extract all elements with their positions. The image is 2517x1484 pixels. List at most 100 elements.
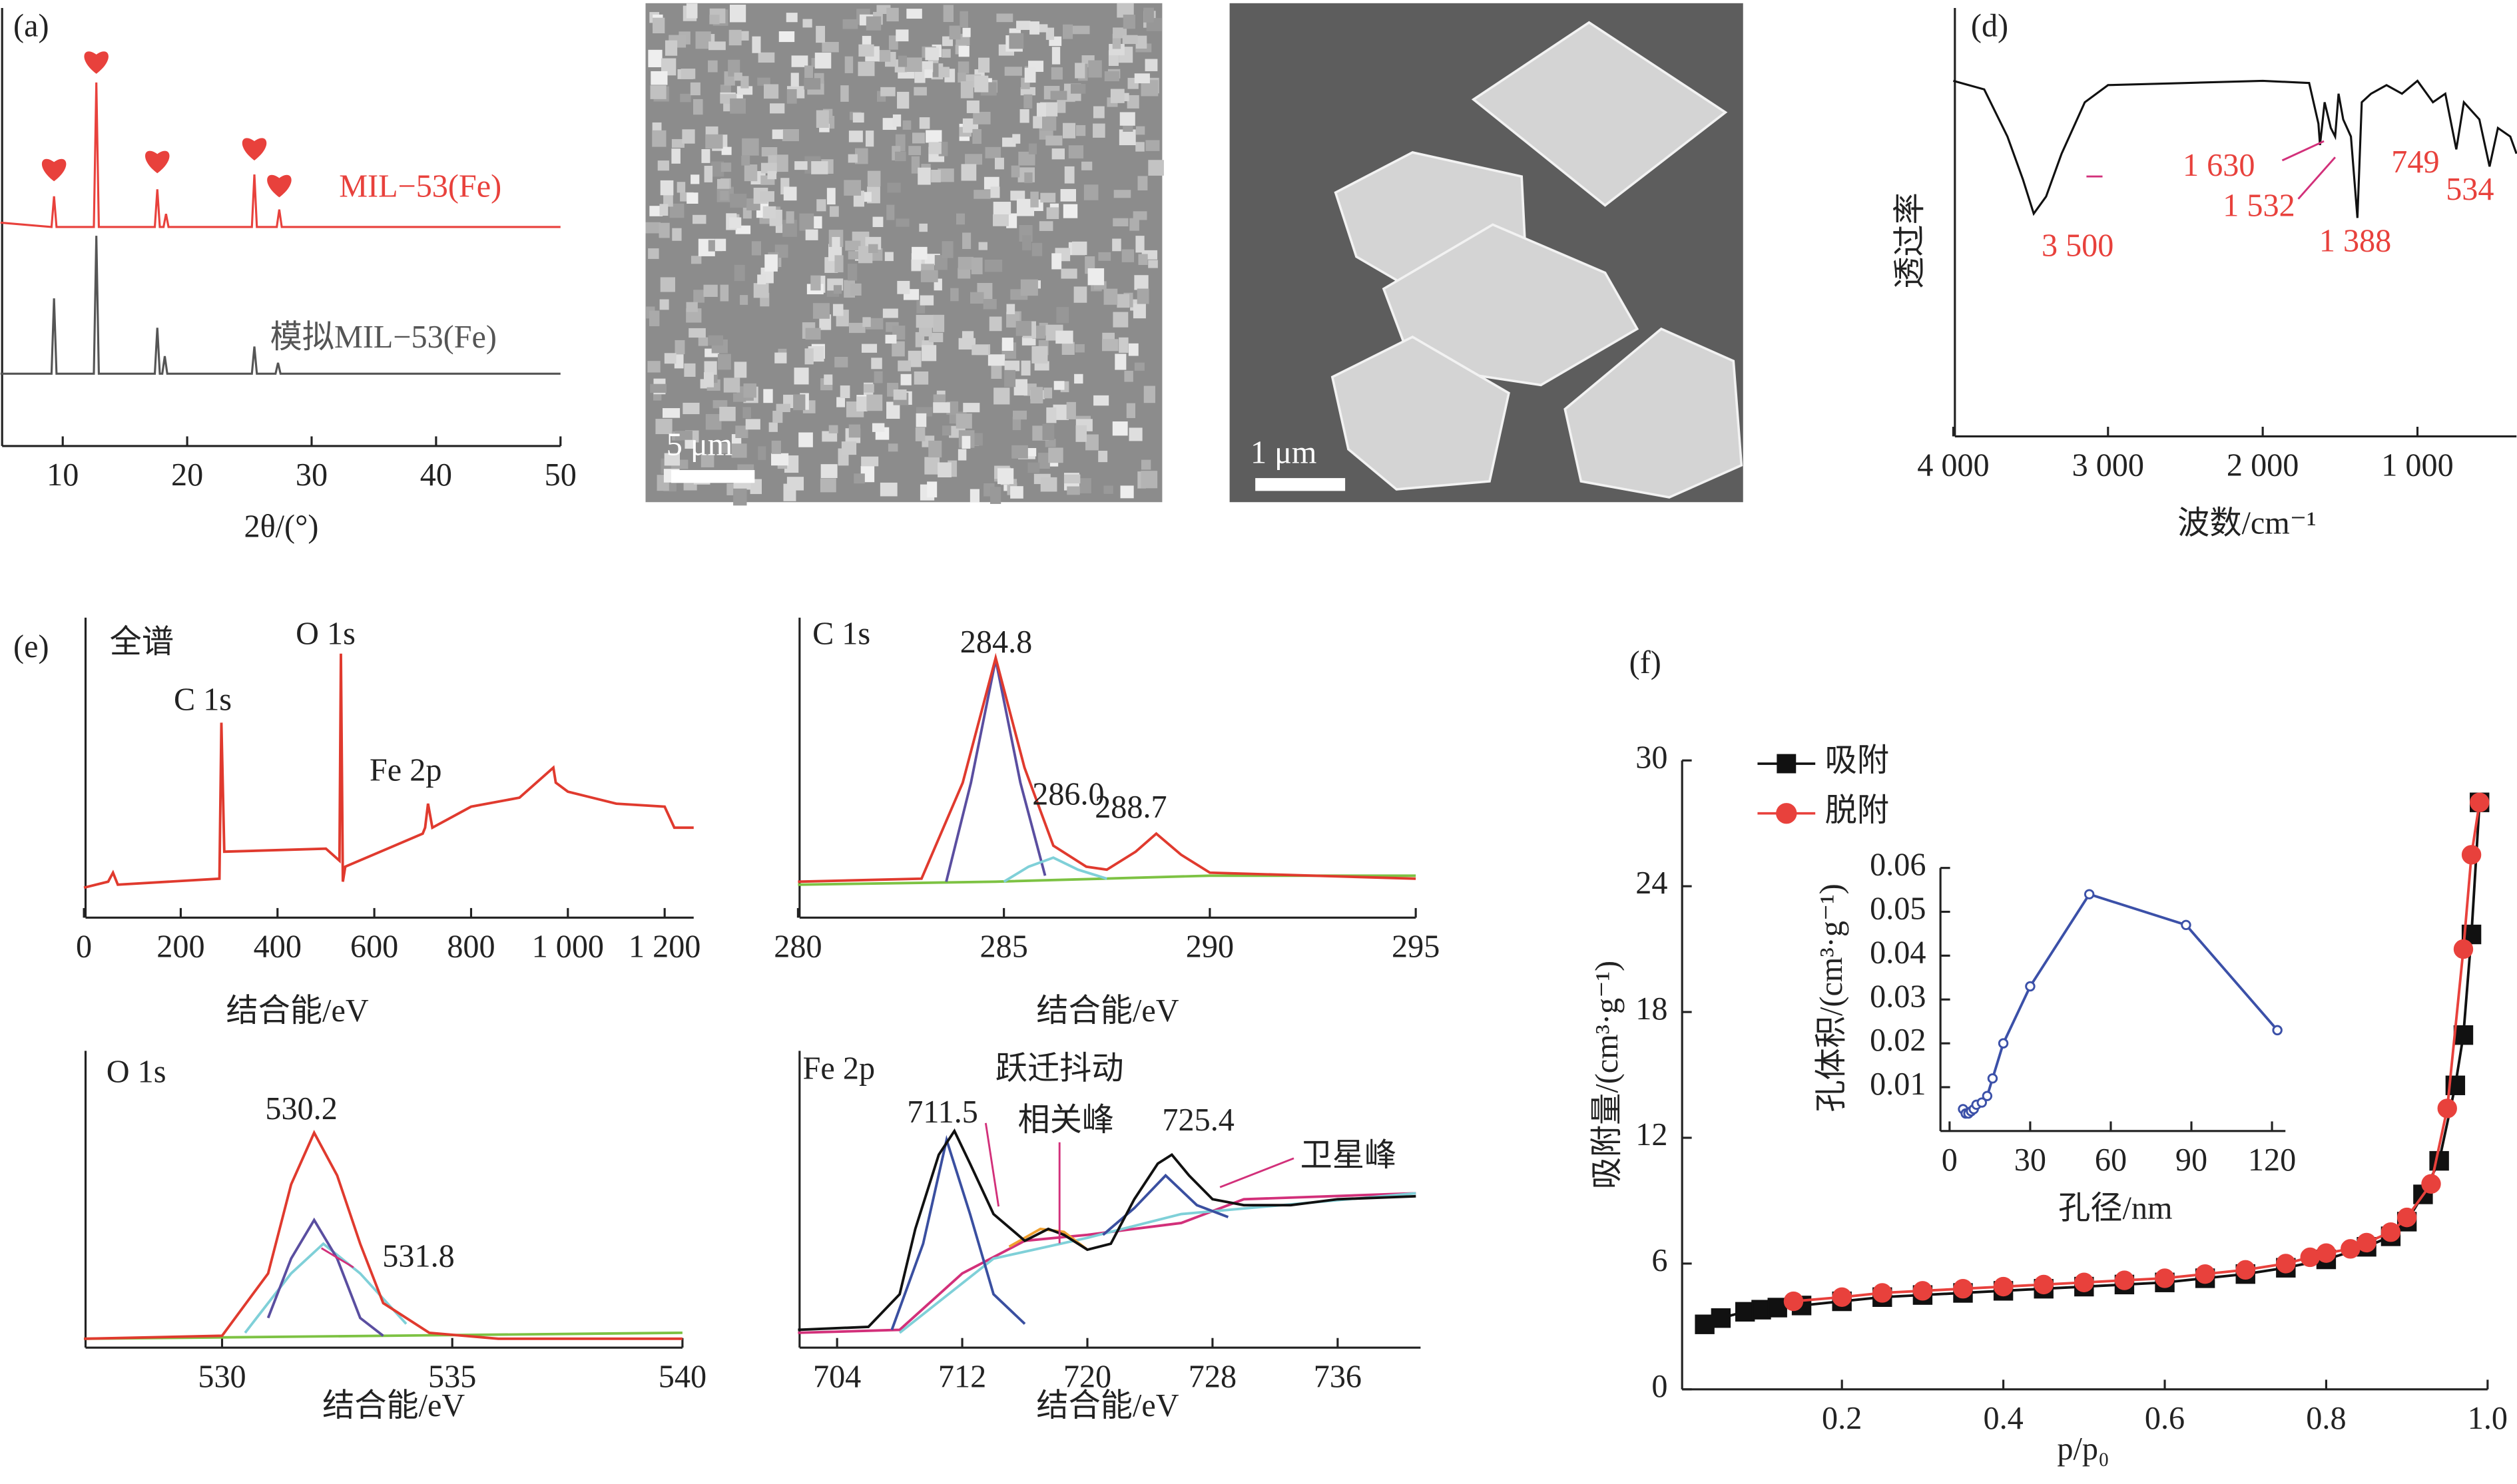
- particle: [919, 223, 928, 232]
- particle: [990, 487, 1001, 504]
- particle: [1011, 445, 1028, 459]
- x-tick-label: 50: [545, 457, 577, 493]
- particle: [828, 425, 838, 433]
- particle: [661, 58, 677, 76]
- particle: [1129, 218, 1139, 231]
- x-tick-label: 0.8: [2306, 1401, 2346, 1436]
- annotation: 749: [2391, 144, 2439, 180]
- particle: [960, 11, 968, 28]
- x-tick-label: 285: [980, 929, 1028, 965]
- particle: [865, 130, 874, 147]
- particle: [1016, 21, 1031, 30]
- particle: [1040, 192, 1056, 203]
- series-line: [898, 1192, 1416, 1334]
- marker: [1832, 1287, 1852, 1307]
- particle: [1121, 249, 1135, 262]
- annotation: 1 630: [2183, 148, 2255, 183]
- particle: [718, 443, 728, 453]
- particle: [647, 361, 661, 373]
- particle: [677, 182, 686, 193]
- marker: [2461, 845, 2482, 865]
- particle: [735, 425, 748, 438]
- x-tick-label: 600: [350, 929, 398, 965]
- particle: [885, 334, 897, 344]
- particle: [990, 186, 1000, 198]
- particle: [888, 443, 898, 452]
- particle: [848, 130, 863, 142]
- particle: [848, 424, 861, 438]
- annotation: 288.7: [1095, 790, 1167, 825]
- particle: [1024, 172, 1033, 183]
- particle: [880, 87, 896, 97]
- particle: [1006, 304, 1015, 315]
- marker: [2453, 939, 2474, 959]
- particle: [778, 31, 795, 43]
- x-tick-label: 60: [2095, 1142, 2127, 1178]
- particle: [978, 57, 990, 73]
- particle: [794, 161, 808, 170]
- particle: [848, 251, 860, 260]
- particle: [708, 60, 718, 73]
- particle: [648, 49, 663, 67]
- particle: [733, 488, 747, 506]
- particle: [1085, 434, 1099, 451]
- series-line: [0, 236, 561, 375]
- particle: [786, 13, 798, 23]
- particle: [665, 40, 678, 56]
- particle: [915, 427, 926, 441]
- particle: [892, 341, 905, 357]
- particle: [690, 82, 700, 96]
- particle: [822, 431, 838, 442]
- pointer: [1219, 1157, 1294, 1188]
- peak-marker: [84, 51, 109, 74]
- particle: [1046, 207, 1059, 220]
- particle: [938, 67, 950, 78]
- particle: [782, 128, 799, 142]
- particle: [1022, 235, 1031, 251]
- pointer: [984, 1122, 1000, 1207]
- marker: [2396, 1207, 2417, 1228]
- particle: [974, 75, 989, 93]
- particle: [1056, 307, 1069, 324]
- particle: [1004, 360, 1020, 371]
- particle: [906, 9, 922, 19]
- marker: [1767, 1298, 1787, 1318]
- particle: [645, 222, 661, 234]
- particle: [886, 7, 899, 22]
- marker: [1993, 1276, 2014, 1297]
- y-tick-label: 0: [1651, 1369, 1667, 1404]
- particle: [1033, 116, 1042, 128]
- particle: [991, 362, 1002, 379]
- particle: [896, 218, 910, 227]
- particle: [1088, 60, 1102, 78]
- particle: [993, 387, 1010, 405]
- particle: [728, 29, 742, 46]
- particle: [752, 36, 761, 53]
- x-tick-label: 30: [2014, 1142, 2046, 1178]
- particle: [872, 216, 884, 228]
- x-tick-label: 4 000: [1917, 448, 1989, 483]
- particle: [1077, 478, 1091, 493]
- particle: [1053, 404, 1069, 420]
- particle: [926, 130, 942, 143]
- particle: [971, 257, 983, 274]
- particle: [1126, 403, 1136, 418]
- particle: [1113, 218, 1129, 226]
- annotation: Fe 2p: [370, 753, 441, 788]
- particle: [932, 314, 945, 332]
- particle: [700, 453, 714, 467]
- x-tick-label: 295: [1392, 929, 1440, 965]
- x-tick-label: 280: [774, 929, 822, 965]
- particle: [664, 453, 681, 466]
- particle: [1119, 112, 1135, 126]
- panel-label: (f): [1629, 645, 1661, 680]
- particle: [963, 403, 980, 413]
- particle: [943, 5, 954, 23]
- marker: [1783, 1291, 1804, 1312]
- particle: [1143, 385, 1155, 403]
- x-tick-label: 3 000: [2072, 448, 2144, 483]
- particle: [1073, 286, 1087, 303]
- series-label: MIL−53(Fe): [339, 168, 501, 204]
- particle: [730, 98, 746, 114]
- crystal: [1330, 335, 1510, 491]
